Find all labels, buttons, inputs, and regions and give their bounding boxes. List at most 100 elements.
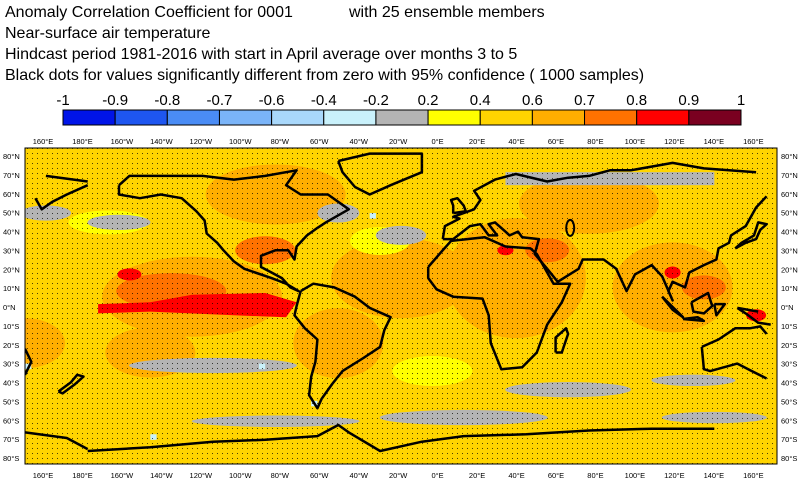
scale-label: 0.6 — [522, 92, 543, 109]
lon-label-bottom: 80°E — [587, 471, 603, 480]
coastline — [45, 161, 757, 240]
lon-label-bottom: 0°E — [432, 471, 444, 480]
coastline — [734, 221, 768, 250]
title-variable: Near-surface air temperature — [5, 25, 211, 42]
lat-label-right: 70°N — [781, 171, 798, 180]
lat-label-right: 70°S — [781, 435, 797, 444]
lat-label-left: 50°N — [3, 209, 20, 218]
lat-label-left: 30°S — [3, 360, 19, 369]
coastline — [426, 235, 572, 371]
lon-label-top: 180°E — [72, 137, 93, 146]
lon-label-top: 80°E — [587, 137, 603, 146]
map-field — [25, 148, 777, 464]
lon-label-top: 40°E — [508, 137, 524, 146]
scale-label: -0.9 — [102, 92, 128, 109]
lat-label-left: 30°N — [3, 246, 20, 255]
scale-swatch — [271, 109, 325, 126]
lat-label-left: 10°S — [3, 322, 19, 331]
lon-label-bottom: 120°W — [190, 471, 214, 480]
lat-label-left: 20°S — [3, 341, 19, 350]
lat-label-left: 40°N — [3, 228, 20, 237]
lat-label-left: 70°S — [3, 435, 19, 444]
lat-label-right: 80°S — [781, 454, 797, 463]
lat-label-left: 20°N — [3, 265, 20, 274]
lat-label-right: 20°N — [781, 265, 798, 274]
lon-label-bottom: 100°E — [625, 471, 646, 480]
lon-label-bottom: 20°W — [389, 471, 408, 480]
scale-swatch — [114, 109, 168, 126]
title-members: with 25 ensemble members — [349, 4, 545, 21]
lon-label-top: 60°E — [548, 137, 564, 146]
coastline — [34, 184, 768, 302]
lat-label-right: 80°N — [781, 152, 798, 161]
lon-label-bottom: 40°E — [508, 471, 524, 480]
coastline — [25, 423, 715, 453]
lon-label-top: 140°E — [704, 137, 725, 146]
scale-swatch — [479, 109, 533, 126]
significance-dots — [25, 148, 777, 464]
world-map: 160°E 180°E 160°W 140°W 120°W 100°W 80°W 60°W 40… — [3, 137, 798, 480]
lat-label-right: 40°N — [781, 228, 798, 237]
lon-label-bottom: 160°E — [743, 471, 764, 480]
lat-label-right: 20°S — [781, 341, 797, 350]
scale-label: -0.6 — [259, 92, 285, 109]
coastline — [293, 282, 392, 410]
scale-label: 0.4 — [470, 92, 491, 109]
scale-label: 0.9 — [678, 92, 699, 109]
scale-label: -0.7 — [207, 92, 233, 109]
lon-label-top: 40°W — [349, 137, 368, 146]
lon-label-top: 160°W — [111, 137, 135, 146]
scale-label: -0.8 — [154, 92, 180, 109]
scale-label: 0.2 — [418, 92, 439, 109]
coastline — [337, 152, 424, 196]
scale-label: 0.8 — [626, 92, 647, 109]
lon-label-bottom: 180°E — [72, 471, 93, 480]
map-frame — [24, 147, 778, 465]
lat-label-right: 30°S — [781, 360, 797, 369]
lon-label-bottom: 100°W — [229, 471, 253, 480]
scale-label: 0.7 — [574, 92, 595, 109]
coastline — [713, 302, 727, 317]
lat-label-left: 50°S — [3, 397, 19, 406]
scale-swatch — [62, 109, 116, 126]
lat-label-right: 0°N — [781, 303, 794, 312]
lon-label-top: 140°W — [150, 137, 174, 146]
map-panel: 160°E 180°E 160°W 140°W 120°W 100°W 80°W 60°W 40… — [0, 136, 802, 487]
lat-label-left: 60°S — [3, 416, 19, 425]
lon-label-top: 20°W — [389, 137, 408, 146]
scale-swatch — [531, 109, 586, 126]
lat-label-left: 80°S — [3, 454, 19, 463]
title-period: Hindcast period 1981-2016 with start in … — [5, 46, 518, 63]
lat-label-left: 60°N — [3, 190, 20, 199]
scale-swatch — [166, 109, 220, 126]
lat-label-right: 10°N — [781, 284, 798, 293]
coastline — [736, 306, 771, 326]
scale-label: 1 — [737, 92, 745, 109]
lon-label-bottom: 160°W — [111, 471, 135, 480]
lon-label-bottom: 140°W — [150, 471, 174, 480]
lon-label-bottom: 60°E — [548, 471, 564, 480]
scale-swatch — [218, 109, 273, 126]
lon-label-top: 60°W — [310, 137, 329, 146]
coastline — [57, 373, 85, 395]
lon-label-bottom: 20°E — [469, 471, 485, 480]
scale-swatch — [636, 109, 690, 126]
scale-label: -0.2 — [363, 92, 389, 109]
lon-label-top: 160°E — [33, 137, 54, 146]
scale-swatch — [427, 109, 481, 126]
scale-swatch — [584, 109, 638, 126]
lon-label-bottom: 80°W — [271, 471, 290, 480]
lon-label-bottom: 140°E — [704, 471, 725, 480]
scale-label: -1 — [56, 92, 69, 109]
coastline — [117, 169, 351, 293]
title-line-1: Anomaly Correlation Coefficient for 0001… — [5, 3, 545, 22]
lat-label-right: 10°S — [781, 322, 797, 331]
coastline — [690, 291, 714, 315]
lat-label-right: 50°N — [781, 209, 798, 218]
lon-label-top: 100°E — [625, 137, 646, 146]
lat-label-right: 60°N — [781, 190, 798, 199]
lon-label-top: 0°E — [432, 137, 444, 146]
lon-label-bottom: 60°W — [310, 471, 329, 480]
coastline — [25, 325, 768, 380]
coastline — [554, 327, 570, 354]
